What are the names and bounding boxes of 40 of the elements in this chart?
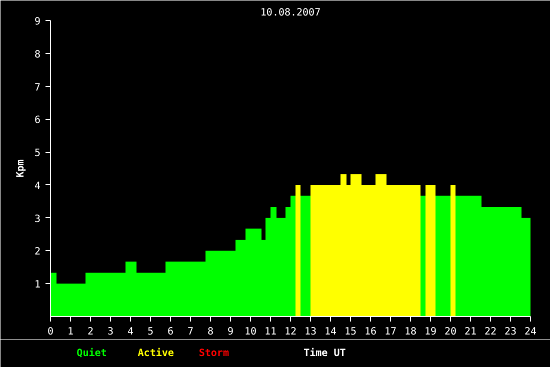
x-tick-label: 19 xyxy=(424,326,437,338)
y-tick-label: 4 xyxy=(34,180,41,192)
x-tick-label: 3 xyxy=(107,326,114,338)
y-tick-label: 6 xyxy=(34,115,41,126)
x-tick-label: 7 xyxy=(187,326,194,338)
x-axis-title: Time UT xyxy=(304,347,346,359)
x-tick-label: 8 xyxy=(207,326,214,338)
text: Storm xyxy=(198,348,229,359)
y-axis-title: Kpm xyxy=(15,159,26,178)
y-tick-label: 7 xyxy=(34,82,41,94)
x-tick-label: 6 xyxy=(167,326,174,338)
y-tick-label: 1 xyxy=(34,280,41,291)
x-tick-label: 16 xyxy=(364,326,377,338)
x-tick-label: 13 xyxy=(304,326,317,338)
x-tick-label: 21 xyxy=(464,326,477,338)
x-tick-label: 20 xyxy=(444,326,457,338)
x-tick-label: 5 xyxy=(147,326,154,338)
text: Quiet xyxy=(76,347,107,359)
text: Active xyxy=(138,347,174,359)
x-tick-label: 11 xyxy=(264,326,277,338)
x-tick-label: 17 xyxy=(384,326,397,338)
x-tick-label: 10 xyxy=(244,326,257,338)
x-tick-label: 24 xyxy=(524,326,537,338)
x-tick-label: 0 xyxy=(47,326,54,338)
x-tick-label: 22 xyxy=(484,326,497,338)
y-tick-label: 5 xyxy=(34,148,41,160)
x-tick-label: 23 xyxy=(504,326,517,338)
y-tick-label: 3 xyxy=(34,214,41,225)
x-tick-label: 1 xyxy=(67,326,74,338)
x-tick-label: 14 xyxy=(324,326,337,338)
x-tick-label: 15 xyxy=(344,326,357,338)
y-tick-label: 2 xyxy=(34,246,41,258)
x-tick-label: 2 xyxy=(87,326,94,338)
x-tick-label: 12 xyxy=(284,326,297,338)
chart-title: 10.08.2007 xyxy=(260,8,321,18)
x-tick-label: 4 xyxy=(127,326,134,338)
x-tick-label: 9 xyxy=(227,326,234,338)
x-tick-label: 18 xyxy=(404,326,417,338)
y-tick-label: 8 xyxy=(34,49,41,60)
y-tick-label: 9 xyxy=(34,16,41,28)
